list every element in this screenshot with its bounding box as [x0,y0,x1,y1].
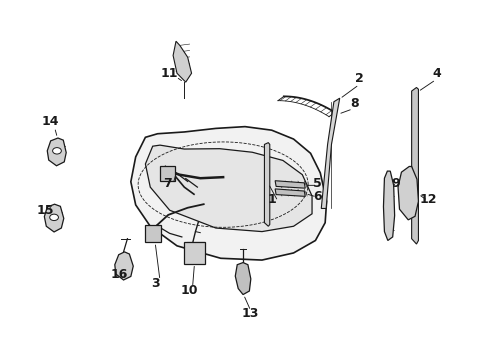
Text: 3: 3 [151,277,159,290]
Polygon shape [265,143,270,226]
Text: 6: 6 [314,189,322,203]
Polygon shape [45,204,64,232]
Text: 1: 1 [268,193,276,206]
Polygon shape [412,87,418,244]
Text: 8: 8 [350,97,359,110]
Text: 12: 12 [420,193,438,206]
Polygon shape [398,166,418,220]
Polygon shape [146,145,312,231]
Polygon shape [47,138,66,166]
Polygon shape [321,98,340,208]
Polygon shape [235,262,251,294]
Polygon shape [384,171,394,240]
Text: 4: 4 [433,67,441,80]
Text: 13: 13 [241,307,259,320]
Text: 16: 16 [111,268,128,281]
Bar [160,166,174,181]
Text: 10: 10 [180,284,198,297]
Circle shape [49,214,58,221]
Text: 2: 2 [355,72,364,85]
Circle shape [52,148,61,154]
Bar [184,242,205,264]
Text: 15: 15 [37,204,54,217]
Text: 11: 11 [161,67,178,80]
Polygon shape [275,181,305,188]
Bar [146,225,161,242]
Text: 7: 7 [163,177,172,190]
Polygon shape [275,189,305,196]
Text: 5: 5 [314,177,322,190]
Text: 9: 9 [392,177,400,190]
Polygon shape [131,127,327,260]
Text: 14: 14 [42,115,59,128]
Polygon shape [115,252,133,280]
Polygon shape [173,41,192,82]
